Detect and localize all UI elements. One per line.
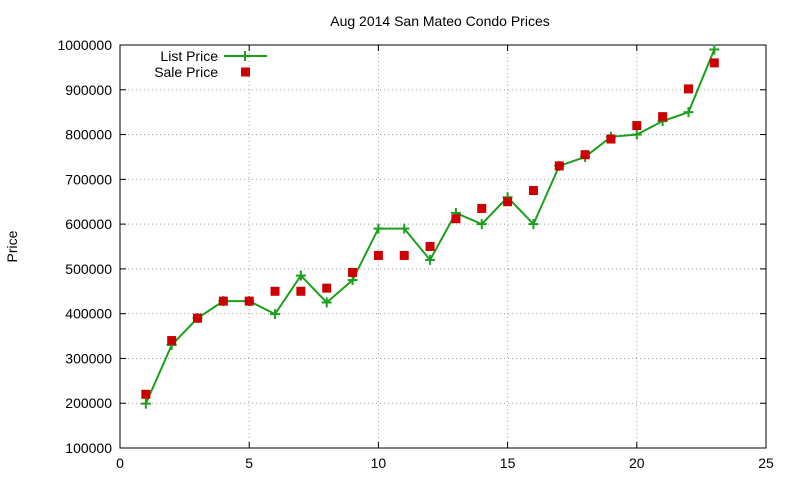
point-sale-price [193,313,203,323]
x-tick-label: 5 [245,455,253,471]
point-sale-price [528,186,538,196]
point-list-price [631,129,642,140]
x-tick-label: 10 [371,455,387,471]
point-sale-price [503,197,513,207]
point-sale-price [683,84,693,94]
point-sale-price [606,134,616,144]
point-sale-price [373,250,383,260]
point-list-price [476,219,487,230]
point-list-price [425,254,436,265]
x-tick-label: 0 [116,455,124,471]
point-sale-price [270,286,280,296]
series-sale-price [141,58,719,399]
point-sale-price [709,58,719,68]
y-tick-label: 1000000 [57,37,112,53]
legend-label-list-price: List Price [160,48,218,64]
legend-label-sale-price: Sale Price [154,64,218,80]
point-sale-price [141,389,151,399]
y-tick-label: 300000 [65,350,112,366]
x-tick-label: 20 [629,455,645,471]
point-sale-price [218,296,228,306]
point-list-price [528,219,539,230]
point-list-price [270,309,281,320]
legend-marker-list-price [240,51,250,61]
point-sale-price [658,112,668,122]
point-sale-price [167,336,177,346]
grid [120,45,766,448]
y-tick-label: 400000 [65,306,112,322]
point-sale-price [322,283,332,293]
point-list-price [373,223,384,234]
x-tick-label: 25 [758,455,774,471]
plot-frame [119,44,767,449]
point-list-price [683,107,694,118]
series-line-list-price [144,49,716,405]
series-list-price [140,44,720,409]
point-list-price [321,297,332,308]
point-sale-price [244,296,254,306]
y-tick-label: 900000 [65,82,112,98]
chart-title: Aug 2014 San Mateo Condo Prices [330,13,549,29]
point-sale-price [477,203,487,213]
y-tick-label: 600000 [65,216,112,232]
point-sale-price [554,161,564,171]
legend-square [241,67,250,77]
point-sale-price [580,150,590,160]
legend-marker-sale-price [241,67,250,77]
y-tick-label: 100000 [65,440,112,456]
legend: List Price Sale Price [154,48,267,80]
point-list-price [295,270,306,281]
y-axis-title: Price [4,230,20,262]
axis-ticks: 0 5 10 15 20 25 100000 200000 300000 400000 500000… [57,37,774,471]
y-tick-label: 500000 [65,261,112,277]
point-list-price [140,398,151,409]
point-sale-price [632,121,642,131]
y-tick-label: 700000 [65,171,112,187]
y-tick-label: 800000 [65,127,112,143]
x-tick-label: 15 [500,455,516,471]
point-sale-price [451,214,461,224]
y-tick-label: 200000 [65,395,112,411]
point-sale-price [399,250,409,260]
point-sale-price [425,242,435,251]
point-sale-price [296,286,306,296]
point-list-price [399,223,410,234]
point-list-price [709,44,720,55]
series [140,44,720,409]
point-sale-price [348,267,358,277]
legend-plus [240,51,250,61]
